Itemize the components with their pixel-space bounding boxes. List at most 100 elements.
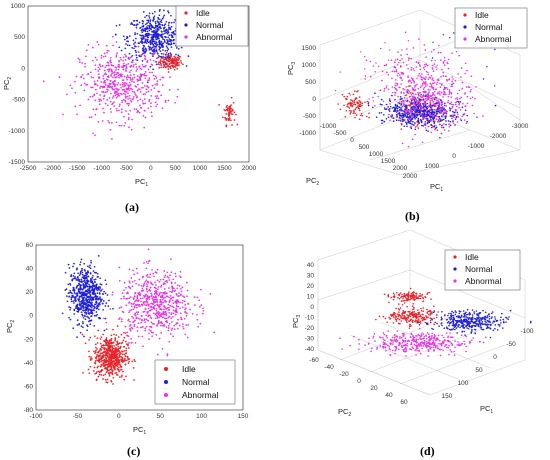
d-point-idle	[387, 294, 390, 296]
b-point-abnormal	[440, 51, 442, 54]
b-point-abnormal	[455, 98, 457, 100]
c-point-abnormal	[129, 287, 132, 290]
a-point-abnormal	[141, 73, 144, 76]
b-point-abnormal	[402, 102, 405, 104]
c-point-normal	[71, 295, 73, 297]
c-point-abnormal	[165, 279, 168, 282]
b-point-abnormal	[432, 125, 434, 128]
c-point-abnormal	[170, 317, 173, 319]
a-point-normal	[149, 41, 152, 43]
d-point-idle	[411, 312, 414, 314]
panel-b-points	[334, 31, 499, 148]
b-point-normal	[494, 85, 496, 87]
b-point-normal	[399, 120, 402, 122]
a-point-normal	[153, 30, 155, 32]
c-point-abnormal	[141, 335, 144, 338]
c-point-abnormal	[179, 301, 181, 304]
b-point-idle	[358, 109, 361, 112]
a-point-normal	[170, 46, 173, 48]
a-point-normal	[162, 57, 164, 59]
a-point-abnormal	[79, 104, 81, 107]
b-point-normal	[399, 102, 401, 105]
a-xtick: -2000	[44, 165, 61, 172]
b-point-abnormal	[413, 103, 416, 106]
a-point-normal	[168, 22, 170, 24]
a-point-idle	[176, 56, 179, 59]
a-point-normal	[145, 49, 148, 52]
a-point-abnormal	[135, 66, 138, 68]
a-point-normal	[162, 16, 165, 18]
a-xtick: 1500	[217, 165, 232, 172]
b-xtick: -2000	[490, 133, 507, 140]
a-point-abnormal	[127, 84, 129, 86]
c-point-normal	[81, 267, 84, 270]
a-point-normal	[167, 10, 169, 12]
d-point-idle	[393, 295, 396, 298]
a-point-abnormal	[97, 43, 100, 46]
a-point-normal	[130, 22, 133, 24]
b-point-abnormal	[439, 82, 441, 85]
a-ytick: 500	[14, 34, 25, 41]
a-point-abnormal	[85, 84, 87, 86]
a-point-normal	[151, 53, 153, 55]
b-point-abnormal	[424, 98, 426, 100]
c-point-idle	[96, 371, 98, 373]
b-point-abnormal	[448, 93, 451, 95]
a-point-abnormal	[110, 63, 113, 66]
b-point-normal	[389, 105, 392, 108]
c-point-abnormal	[174, 275, 177, 278]
a-point-normal	[122, 35, 125, 38]
c-point-normal	[96, 272, 99, 275]
c-point-normal	[92, 289, 95, 291]
c-point-abnormal	[196, 313, 198, 316]
d-point-idle	[420, 307, 422, 310]
c-point-idle	[108, 360, 111, 363]
a-point-normal	[172, 31, 175, 33]
c-point-abnormal	[139, 326, 142, 329]
c-point-normal	[85, 306, 88, 309]
a-point-normal	[135, 26, 138, 29]
c-point-abnormal	[157, 294, 160, 297]
b-point-idle	[427, 78, 429, 80]
a-point-idle	[166, 59, 168, 62]
c-point-abnormal	[151, 322, 154, 325]
b-point-abnormal	[389, 49, 391, 51]
c-point-idle	[125, 359, 128, 362]
c-ytick: -80	[24, 407, 34, 414]
d-point-idle	[422, 300, 425, 303]
c-point-abnormal	[130, 342, 133, 344]
a-point-idle	[164, 61, 167, 64]
d-point-idle	[398, 318, 401, 321]
c-point-normal	[78, 280, 81, 283]
a-point-idle	[156, 57, 158, 60]
c-point-normal	[88, 283, 90, 286]
c-point-abnormal	[105, 321, 108, 324]
b-ztick: 1000	[302, 62, 317, 69]
a-point-abnormal	[114, 76, 117, 79]
c-point-normal	[86, 275, 88, 278]
a-point-abnormal	[145, 64, 147, 67]
panel-c-points	[61, 248, 216, 385]
a-point-abnormal	[127, 116, 130, 119]
b-point-abnormal	[466, 102, 469, 105]
c-point-abnormal	[169, 295, 172, 297]
c-point-idle	[121, 341, 124, 344]
b-point-normal	[410, 102, 412, 104]
c-point-normal	[94, 303, 96, 306]
a-point-idle	[164, 62, 167, 65]
c-point-abnormal	[111, 293, 114, 296]
c-point-abnormal	[150, 326, 153, 329]
a-point-normal	[152, 68, 154, 71]
c-point-normal	[97, 287, 100, 290]
c-point-normal	[69, 282, 71, 285]
b-point-abnormal	[451, 85, 454, 88]
d-point-idle	[399, 292, 402, 294]
d-point-idle	[397, 308, 400, 310]
b-point-normal	[431, 112, 433, 115]
b-point-abnormal	[411, 87, 414, 89]
a-point-abnormal	[128, 102, 130, 105]
a-point-normal	[151, 12, 154, 15]
a-point-normal	[164, 32, 166, 35]
a-point-abnormal	[105, 44, 108, 47]
c-point-abnormal	[154, 304, 156, 307]
